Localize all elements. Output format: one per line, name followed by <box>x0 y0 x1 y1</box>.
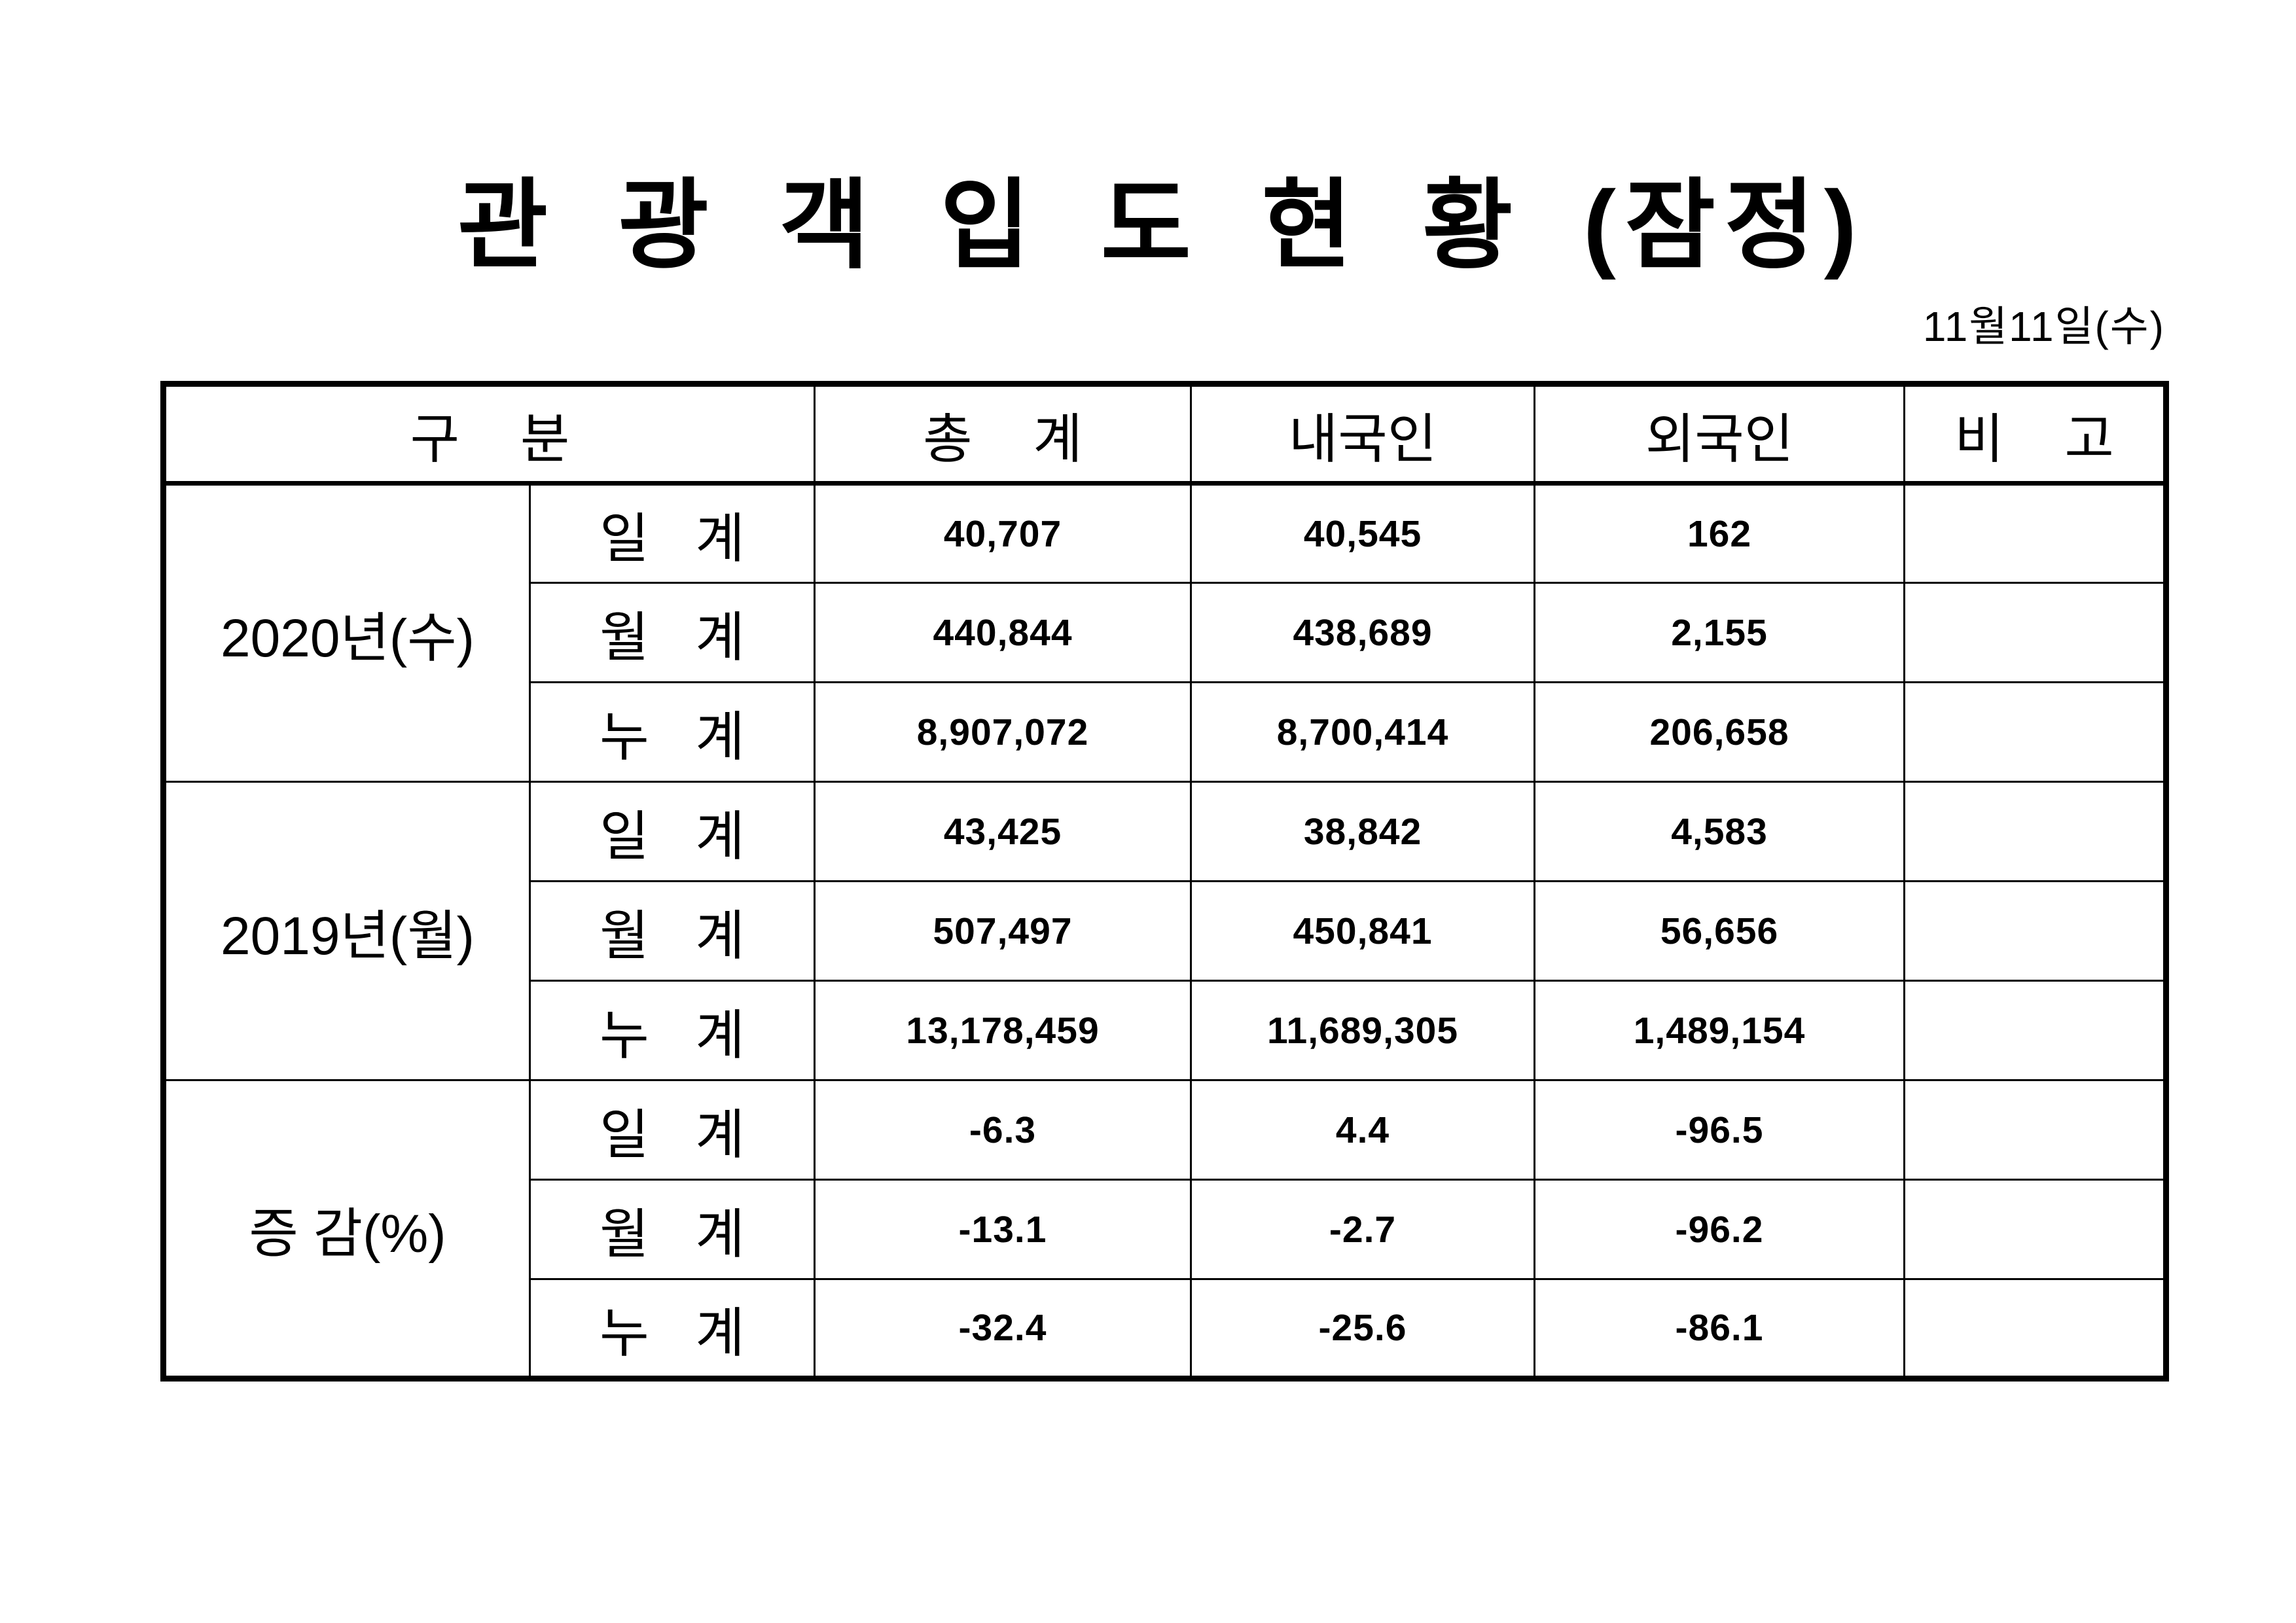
value-domestic: 11,689,305 <box>1190 980 1536 1081</box>
remarks-cell <box>1903 980 2168 1081</box>
table-row: 누 계 8,907,072 8,700,414 206,658 <box>164 681 2168 783</box>
value-total: 8,907,072 <box>814 681 1193 783</box>
table-row: 증 감(%) 일 계 -6.3 4.4 -96.5 <box>162 1079 2168 1380</box>
value-total: 43,425 <box>814 781 1193 882</box>
value-foreigner: -86.1 <box>1534 1278 1906 1380</box>
header-cell-category: 구 분 <box>162 383 816 486</box>
remarks-cell <box>1903 582 2168 683</box>
remarks-cell <box>1903 781 2168 882</box>
remarks-cell <box>1903 880 2168 982</box>
header-cell-remarks: 비 고 <box>1903 383 2168 486</box>
row-label-cell: 누 계 <box>528 1278 816 1380</box>
value-total: 13,178,459 <box>814 980 1193 1081</box>
value-domestic: 40,545 <box>1190 482 1536 584</box>
value-foreigner: 206,658 <box>1534 681 1906 783</box>
value-total: -6.3 <box>814 1079 1193 1181</box>
value-domestic: -25.6 <box>1190 1278 1536 1380</box>
value-domestic: 38,842 <box>1190 781 1536 882</box>
header-cell-foreigner: 외국인 <box>1534 383 1906 486</box>
remarks-cell <box>1903 1079 2168 1181</box>
page-title: 관 광 객 입 도 현 황 (잠정) <box>457 170 1866 280</box>
row-label-cell: 누 계 <box>528 681 816 783</box>
row-label-cell: 월 계 <box>528 1179 816 1280</box>
value-foreigner: 162 <box>1534 482 1906 584</box>
row-label-cell: 일 계 <box>528 1079 816 1181</box>
report-date: 11월11일(수) <box>1922 303 2165 350</box>
table-row: 누 계 13,178,459 11,689,305 1,489,154 <box>164 980 2168 1081</box>
remarks-cell <box>1903 482 2168 584</box>
tourist-arrivals-table: 구 분 총 계 내국인 외국인 비 고 2020년(수) 일 계 40,707 … <box>160 381 2170 1382</box>
table-row: 월 계 -13.1 -2.7 -96.2 <box>164 1179 2168 1280</box>
value-domestic: 4.4 <box>1190 1079 1536 1181</box>
row-label-cell: 월 계 <box>528 582 816 683</box>
group-label-2020: 2020년(수) <box>162 482 531 783</box>
value-foreigner: -96.2 <box>1534 1179 1906 1280</box>
value-foreigner: 2,155 <box>1534 582 1906 683</box>
value-total: 440,844 <box>814 582 1193 683</box>
value-foreigner: 4,583 <box>1534 781 1906 882</box>
remarks-cell <box>1903 681 2168 783</box>
value-domestic: 438,689 <box>1190 582 1536 683</box>
value-total: 507,497 <box>814 880 1193 982</box>
group-label-change: 증 감(%) <box>162 1079 531 1380</box>
value-total: -13.1 <box>814 1179 1193 1280</box>
remarks-cell <box>1903 1278 2168 1380</box>
value-total: -32.4 <box>814 1278 1193 1380</box>
row-label-cell: 월 계 <box>528 880 816 982</box>
table-row: 월 계 507,497 450,841 56,656 <box>164 880 2168 982</box>
row-label-cell: 일 계 <box>528 781 816 882</box>
value-total: 40,707 <box>814 482 1193 584</box>
table-row: 누 계 -32.4 -25.6 -86.1 <box>164 1278 2168 1380</box>
group-label-2019: 2019년(월) <box>162 781 531 1081</box>
header-cell-domestic: 내국인 <box>1190 383 1536 486</box>
table-row: 월 계 440,844 438,689 2,155 <box>164 582 2168 683</box>
table-header-row: 구 분 총 계 내국인 외국인 비 고 <box>162 383 2168 486</box>
table-row: 2019년(월) 일 계 43,425 38,842 4,583 <box>162 781 2168 1081</box>
row-label-cell: 일 계 <box>528 482 816 584</box>
row-label-cell: 누 계 <box>528 980 816 1081</box>
value-domestic: 8,700,414 <box>1190 681 1536 783</box>
value-foreigner: -96.5 <box>1534 1079 1906 1181</box>
value-foreigner: 1,489,154 <box>1534 980 1906 1081</box>
table-row: 2020년(수) 일 계 40,707 40,545 162 <box>162 482 2168 783</box>
remarks-cell <box>1903 1179 2168 1280</box>
value-domestic: -2.7 <box>1190 1179 1536 1280</box>
value-domestic: 450,841 <box>1190 880 1536 982</box>
value-foreigner: 56,656 <box>1534 880 1906 982</box>
header-cell-total: 총 계 <box>814 383 1193 486</box>
